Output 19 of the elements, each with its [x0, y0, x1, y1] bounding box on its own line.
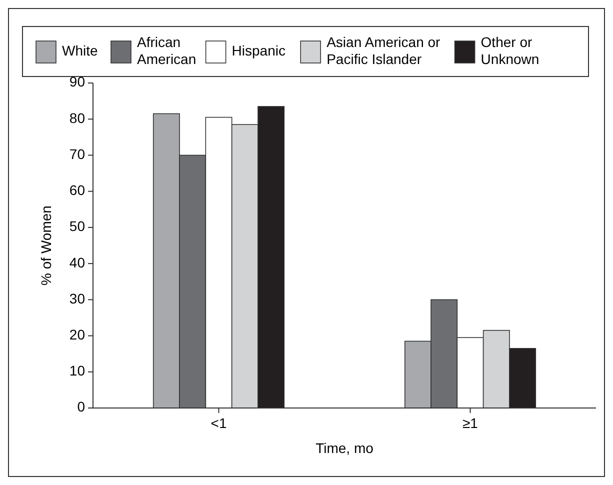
y-tick-label: 50: [69, 218, 86, 234]
y-tick-label: 80: [69, 110, 86, 126]
y-tick-label: 70: [69, 146, 86, 162]
y-tick-label: 40: [69, 254, 86, 270]
y-tick-label: 20: [69, 326, 86, 342]
y-tick-label: 0: [77, 398, 86, 415]
y-axis-title: % of Women: [38, 206, 54, 286]
legend-label: Asian American or Pacific Islander: [326, 34, 441, 68]
legend-label: White: [62, 42, 98, 59]
legend-label: Hispanic: [232, 42, 286, 59]
y-tick-label: 90: [69, 74, 86, 90]
y-tick-label: 60: [69, 182, 86, 198]
legend-label: African American: [137, 34, 196, 68]
x-tick-label: <1: [210, 415, 227, 431]
legend-label: Other or Unknown: [480, 34, 540, 68]
x-tick-label: ≥1: [462, 415, 478, 431]
x-axis-title: Time, mo: [316, 440, 374, 456]
y-tick-label: 10: [69, 362, 86, 379]
y-tick-label: 30: [69, 290, 86, 306]
